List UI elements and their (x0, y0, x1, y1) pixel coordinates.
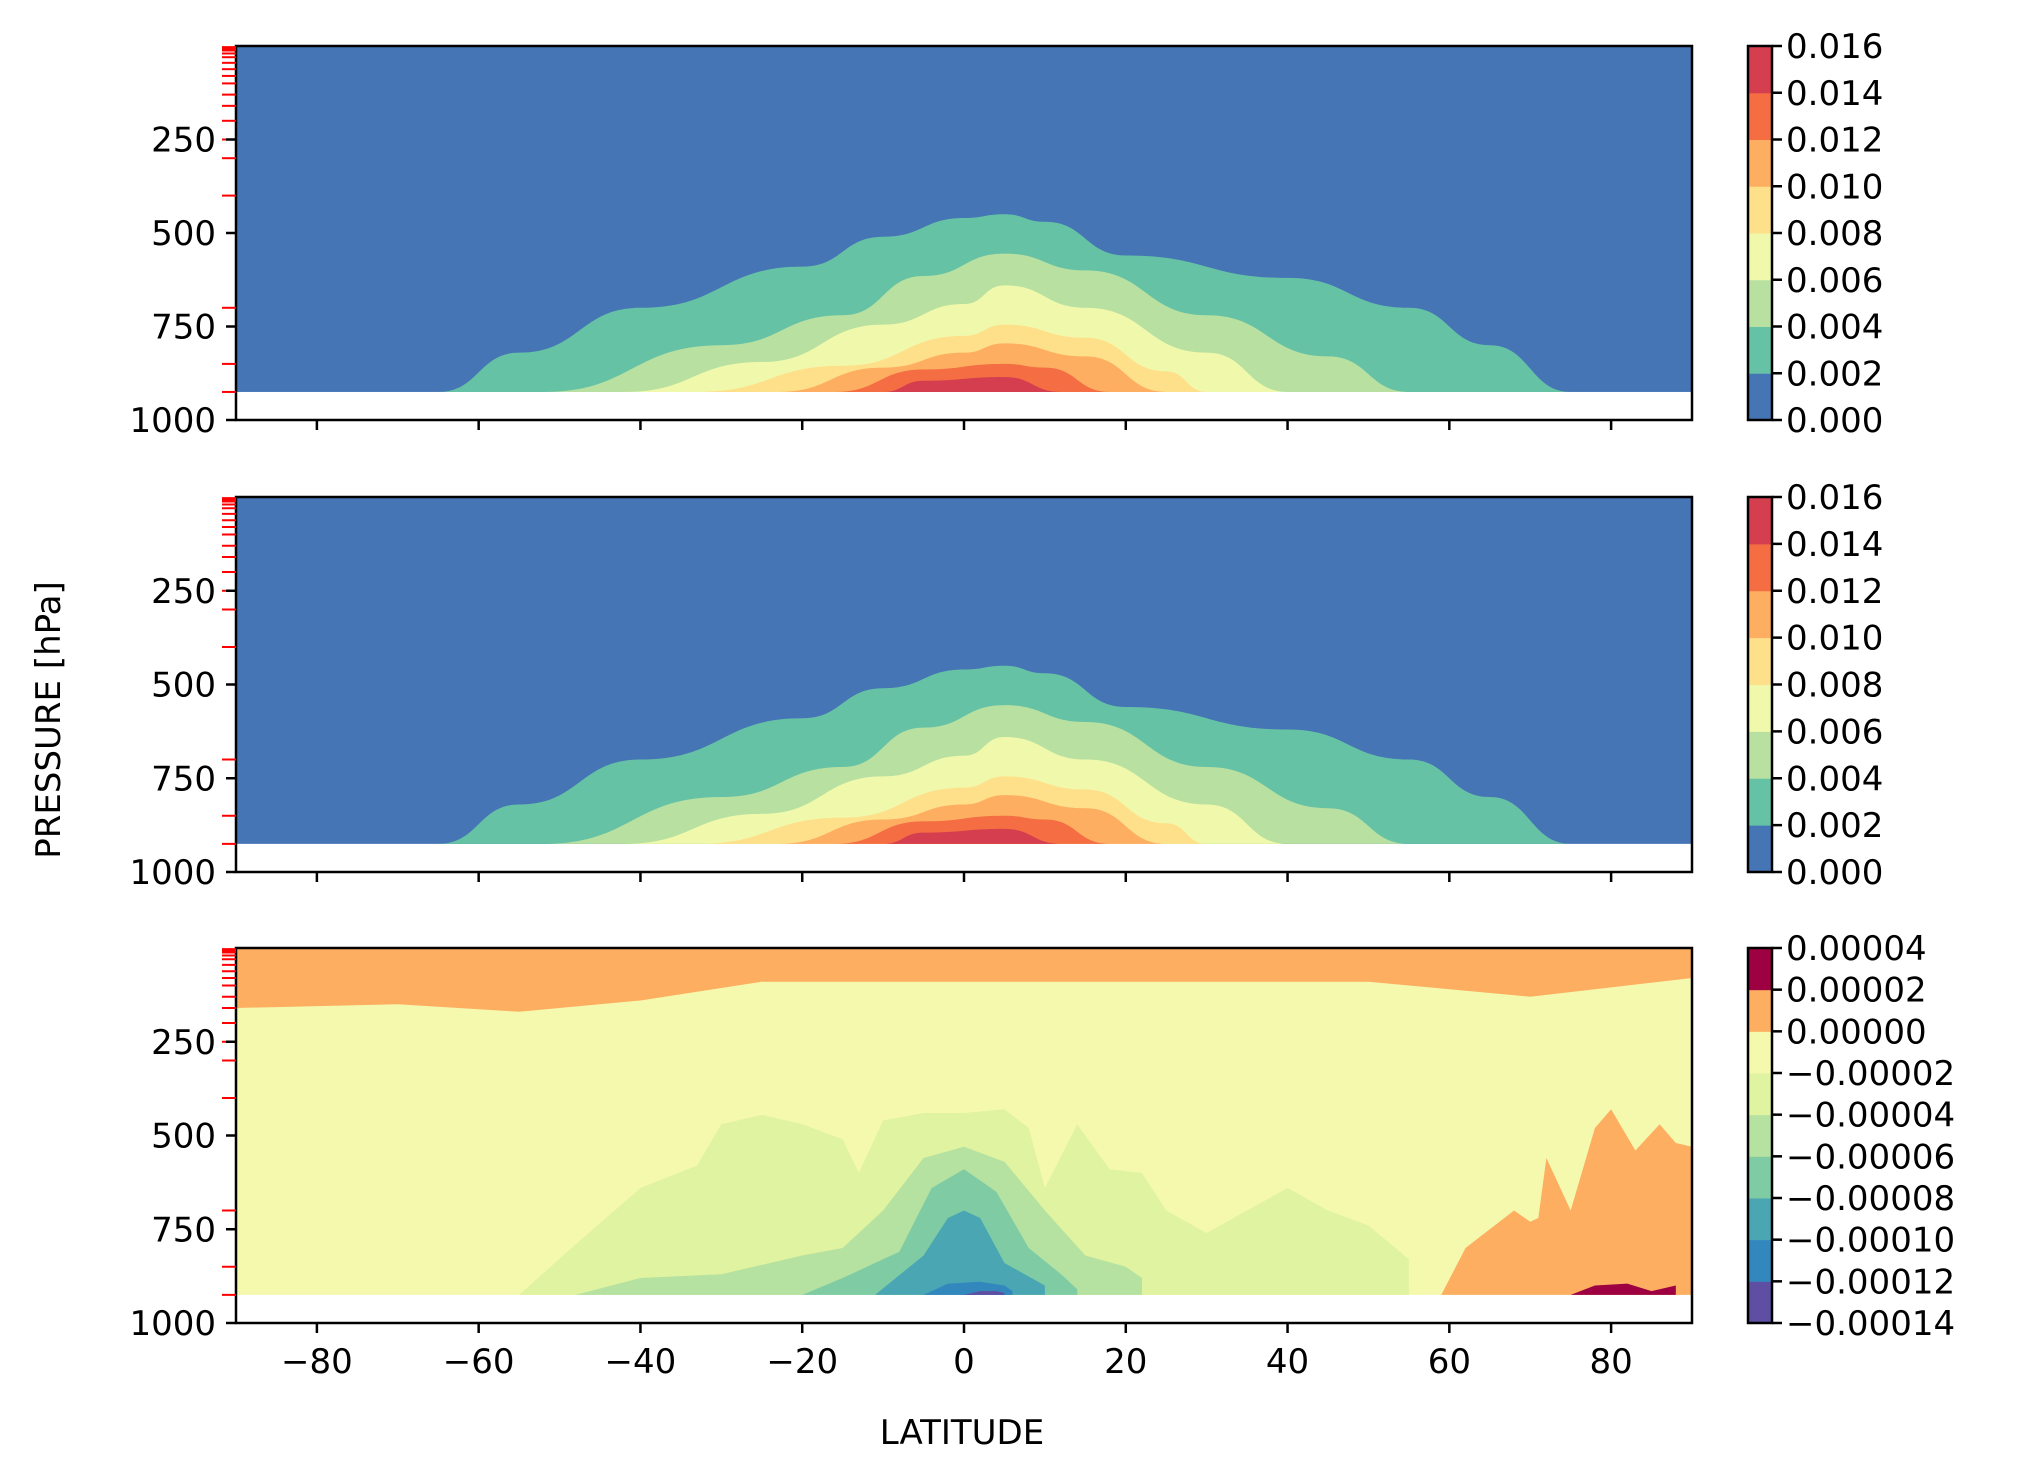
x-tick-label: 80 (1589, 1342, 1632, 1382)
colorbar-swatch (1748, 373, 1772, 421)
colorbar-tick-label: 0.002 (1786, 806, 1883, 846)
colorbar-swatch (1748, 684, 1772, 732)
colorbar-swatch (1748, 948, 1772, 991)
y-tick-label: 250 (151, 572, 216, 612)
colorbar-swatch (1748, 1239, 1772, 1282)
x-tick-label: 0 (953, 1342, 975, 1382)
colorbar-tick-label: 0.000 (1786, 401, 1883, 441)
y-tick-label: 750 (151, 308, 216, 348)
colorbar-swatch (1748, 279, 1772, 327)
y-tick-label: 250 (151, 121, 216, 161)
colorbar-tick-label: 0.006 (1786, 261, 1883, 301)
y-tick-label: 500 (151, 1117, 216, 1157)
colorbar-tick-label: 0.010 (1786, 619, 1883, 659)
x-tick-label: −40 (605, 1342, 677, 1382)
colorbar-swatch (1748, 497, 1772, 545)
colorbar-tick-label: 0.016 (1786, 27, 1883, 67)
colorbar-tick-label: 0.006 (1786, 712, 1883, 752)
colorbar-swatch (1748, 1281, 1772, 1324)
colorbar-tick-label: 0.00002 (1786, 971, 1927, 1011)
y-tick-label: 1000 (129, 401, 216, 441)
colorbar-tick-label: 0.012 (1786, 572, 1883, 612)
colorbar-tick-label: −0.00012 (1786, 1262, 1955, 1302)
x-tick-label: −60 (443, 1342, 515, 1382)
contour-region-2 (1570, 1283, 1676, 1295)
colorbar-tick-label: 0.010 (1786, 167, 1883, 207)
colorbar-tick-label: 0.016 (1786, 478, 1883, 518)
colorbar-swatch (1748, 1198, 1772, 1241)
y-tick-label: 500 (151, 214, 216, 254)
x-tick-label: 60 (1428, 1342, 1471, 1382)
x-axis-label: LATITUDE (880, 1413, 1044, 1453)
colorbar-swatch (1748, 139, 1772, 187)
colorbar-swatch (1748, 46, 1772, 94)
colorbar-tick-label: −0.00006 (1786, 1137, 1955, 1177)
colorbar-tick-label: −0.00010 (1786, 1221, 1955, 1261)
contour-region-0 (236, 948, 1692, 1012)
colorbar-swatch (1748, 1031, 1772, 1074)
colorbar: 0.000 0.002 0.004 0.006 0.008 0.010 0.012 0.014… (1746, 478, 1883, 893)
colorbar-swatch (1748, 731, 1772, 779)
contour-band-7 (883, 828, 1062, 844)
colorbar-tick-label: 0.004 (1786, 308, 1883, 348)
colorbar-swatch (1748, 778, 1772, 826)
colorbar-tick-label: −0.00014 (1786, 1304, 1955, 1344)
colorbar-tick-label: 0.008 (1786, 666, 1883, 706)
x-tick-label: −20 (766, 1342, 838, 1382)
y-tick-label: 1000 (129, 853, 216, 893)
x-tick-label: 40 (1266, 1342, 1309, 1382)
colorbar-swatch (1748, 637, 1772, 685)
x-tick-label: −80 (281, 1342, 353, 1382)
colorbar-swatch (1748, 825, 1772, 873)
contour-fill (236, 46, 1692, 420)
colorbar-swatch (1748, 1073, 1772, 1116)
panel-bottom: 250 500 750 1000 −80 −60 −40 −20 0 20 40 60 80 −0.000… (129, 929, 1955, 1382)
contour-region-1 (1441, 1109, 1692, 1295)
colorbar-tick-label: 0.014 (1786, 74, 1883, 114)
contour-region-8 (964, 1291, 1005, 1295)
colorbar-tick-label: 0.00004 (1786, 929, 1927, 969)
y-tick-label: 1000 (129, 1304, 216, 1344)
colorbar-swatch (1748, 543, 1772, 592)
y-tick-label: 750 (151, 1210, 216, 1250)
colorbar-tick-label: 0.012 (1786, 121, 1883, 161)
y-axis-label: PRESSURE [hPa] (29, 581, 69, 858)
contour-region-6 (875, 1210, 1045, 1295)
contour-band-6 (834, 363, 1110, 392)
colorbar-tick-label: 0.004 (1786, 759, 1883, 799)
colorbar: 0.000 0.002 0.004 0.006 0.008 0.010 0.012 0.014… (1746, 27, 1883, 441)
colorbar-tick-label: 0.00000 (1786, 1012, 1927, 1052)
colorbar-tick-label: −0.00008 (1786, 1179, 1955, 1219)
contour-band-7 (883, 376, 1062, 392)
colorbar-tick-label: 0.002 (1786, 354, 1883, 394)
x-tick-label: 20 (1104, 1342, 1147, 1382)
colorbar-tick-label: 0.014 (1786, 525, 1883, 565)
colorbar-swatch (1748, 590, 1772, 639)
colorbar-swatch (1748, 1114, 1772, 1157)
colorbar-swatch (1748, 233, 1772, 281)
colorbar-swatch (1748, 989, 1772, 1032)
colorbar-tick-label: −0.00002 (1786, 1054, 1955, 1094)
colorbar: −0.00014−0.00012−0.00010−0.00008−0.00006… (1746, 929, 1955, 1344)
colorbar-frame (1746, 946, 1774, 1325)
contour-fill (236, 948, 1692, 1323)
contour-band-6 (834, 815, 1110, 844)
colorbar-tick-label: 0.008 (1786, 214, 1883, 254)
colorbar-tick-label: 0.000 (1786, 853, 1883, 893)
colorbar-swatch (1748, 1156, 1772, 1199)
colorbar-swatch (1748, 92, 1772, 140)
colorbar-swatch (1748, 186, 1772, 234)
contour-fill (236, 497, 1692, 872)
colorbar-swatch (1748, 326, 1772, 374)
y-tick-label: 250 (151, 1023, 216, 1063)
y-tick-label: 500 (151, 666, 216, 706)
colorbar-tick-label: −0.00004 (1786, 1096, 1955, 1136)
y-tick-label: 750 (151, 759, 216, 799)
